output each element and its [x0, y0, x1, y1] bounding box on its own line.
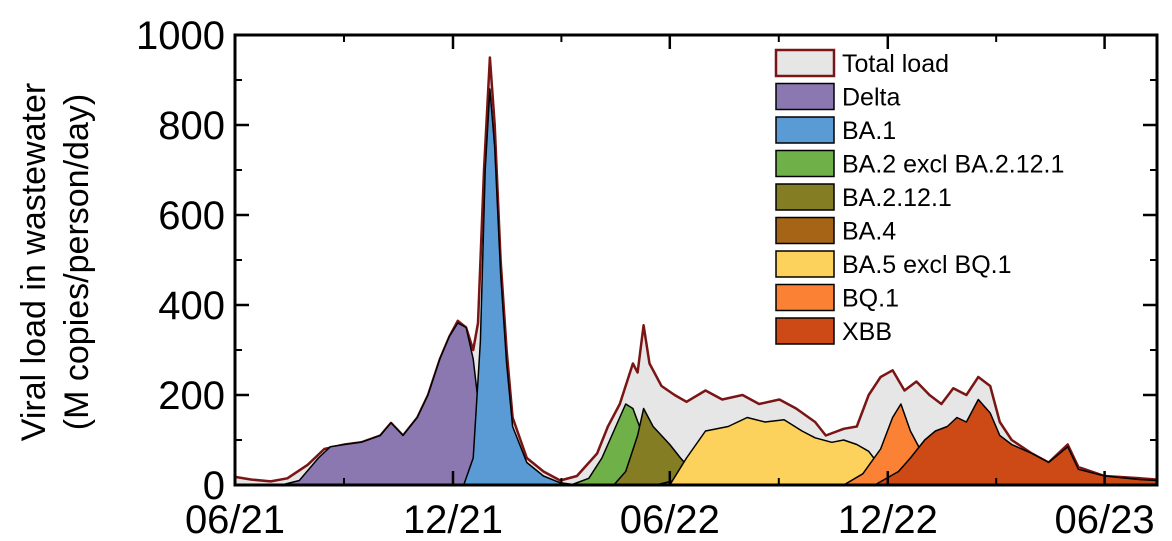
- series-area-xbb: [873, 398, 1158, 486]
- x-tick-label: 06/21: [185, 498, 285, 541]
- legend-swatch-ba-2-excl-ba-2-12-1: [775, 149, 835, 178]
- x-tick-label: 12/22: [838, 498, 938, 541]
- y-tick-label: 1000: [136, 14, 225, 58]
- series-area-total-load: [233, 56, 1159, 487]
- y-axis-title-line1: Viral load in wastewater: [15, 83, 53, 441]
- y-tick-label: 0: [203, 464, 225, 508]
- legend-label-ba-2-excl-ba-2-12-1: BA.2 excl BA.2.12.1: [842, 151, 1064, 179]
- legend-swatch-ba-4: [775, 216, 835, 245]
- legend-label-total-load: Total load: [842, 50, 949, 78]
- legend-label-xbb: XBB: [842, 318, 892, 346]
- y-axis-title-line2: (M copies/person/day): [58, 94, 96, 430]
- y-tick-label: 600: [158, 194, 225, 238]
- legend-swatch-ba-5-excl-bq-1: [775, 250, 835, 278]
- legend-swatch-total-load: [774, 48, 836, 78]
- x-axis: 06/21 12/21 06/22 12/22 06/23: [185, 35, 1155, 541]
- legend-label-ba-1: BA.1: [842, 117, 896, 145]
- series-areas: [233, 56, 1159, 487]
- legend-swatch-delta: [775, 82, 835, 111]
- legend-swatch-ba-2-12-1: [775, 183, 835, 211]
- x-tick-label: 12/21: [403, 498, 503, 541]
- x-tick-label: 06/22: [620, 498, 720, 541]
- series-area-ba-1: [462, 88, 578, 486]
- legend-swatch-ba-1: [775, 116, 835, 144]
- legend-swatch-bq-1: [775, 283, 835, 312]
- legend: Total load Delta BA.1 BA.2 excl BA.2.12.1 BA…: [774, 48, 1064, 346]
- x-tick-label: 06/23: [1055, 498, 1155, 541]
- y-axis: 0 200 400 600 800 1000: [136, 14, 1157, 508]
- series-area-delta: [234, 322, 500, 486]
- legend-label-ba-5-excl-bq-1: BA.5 excl BQ.1: [842, 251, 1012, 279]
- legend-swatch-xbb: [775, 317, 835, 345]
- legend-label-ba-2-12-1: BA.2.12.1: [842, 184, 952, 212]
- y-tick-label: 200: [158, 374, 225, 418]
- y-tick-label: 400: [158, 284, 225, 328]
- y-tick-label: 800: [158, 104, 225, 148]
- y-axis-title: Viral load in wastewater (M copies/perso…: [15, 83, 96, 441]
- legend-label-delta: Delta: [842, 84, 900, 112]
- legend-label-bq-1: BQ.1: [842, 285, 899, 313]
- legend-label-ba-4: BA.4: [842, 218, 896, 246]
